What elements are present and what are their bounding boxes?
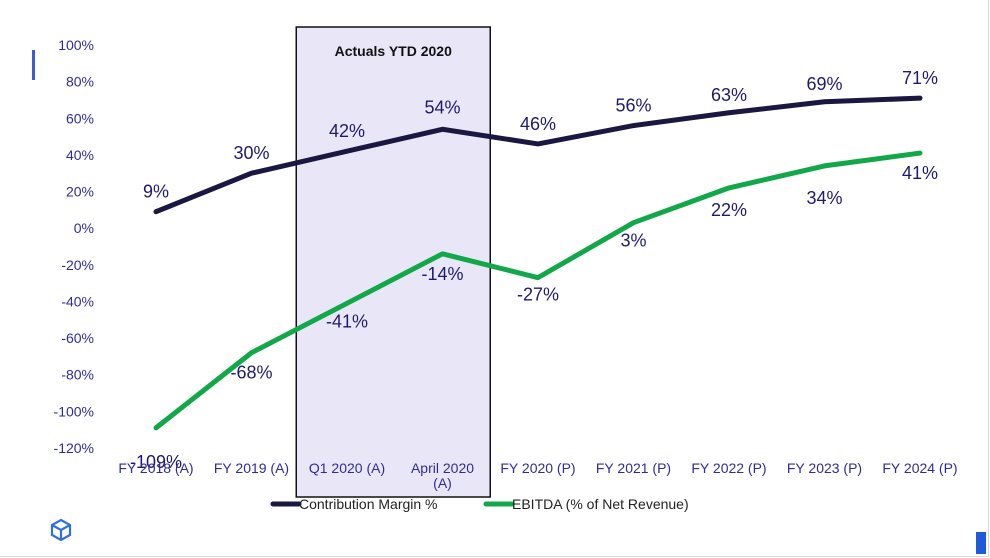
x-tick-label: FY 2024 (P) xyxy=(882,460,957,476)
corner-marker xyxy=(976,532,986,554)
left-accent-bar xyxy=(32,50,35,80)
highlight-title: Actuals YTD 2020 xyxy=(335,43,452,59)
ebitda-data-label: 34% xyxy=(806,188,842,208)
y-tick-label: -20% xyxy=(61,257,94,273)
y-tick-label: 20% xyxy=(66,184,94,200)
cube-logo-icon xyxy=(50,518,72,542)
contribution-margin-data-label: 42% xyxy=(329,121,365,141)
x-tick-label: FY 2023 (P) xyxy=(787,460,862,476)
y-tick-label: 0% xyxy=(74,220,94,236)
contribution-margin-data-label: 46% xyxy=(520,114,556,134)
ebitda-line xyxy=(153,150,923,431)
contribution-margin-data-label: 9% xyxy=(143,182,169,202)
x-tick-label: FY 2019 (A) xyxy=(214,460,289,476)
x-tick-label: FY 2022 (P) xyxy=(691,460,766,476)
contribution-margin-data-label: 56% xyxy=(615,96,651,116)
y-tick-label: -100% xyxy=(54,403,94,419)
highlight-band xyxy=(295,26,491,498)
y-tick-label: 80% xyxy=(66,74,94,90)
ebitda-data-label: -14% xyxy=(421,264,463,284)
ebitda-data-label: -27% xyxy=(517,285,559,305)
x-tick-label: April 2020 (A) xyxy=(411,460,474,491)
ebitda-data-label: 22% xyxy=(711,200,747,220)
x-tick-label: Q1 2020 (A) xyxy=(309,460,385,476)
y-tick-label: -120% xyxy=(54,440,94,456)
contribution-margin-data-label: 30% xyxy=(233,143,269,163)
y-tick-label: -80% xyxy=(61,367,94,383)
y-tick-label: 100% xyxy=(58,37,94,53)
contribution-margin-data-label: 71% xyxy=(902,68,938,88)
ebitda-data-label: -68% xyxy=(230,363,272,383)
y-tick-label: 40% xyxy=(66,147,94,163)
contribution-margin-data-label: 54% xyxy=(424,97,460,117)
y-tick-label: -40% xyxy=(61,293,94,309)
x-tick-label: FY 2020 (P) xyxy=(500,460,575,476)
contribution-margin-data-label: 69% xyxy=(806,74,842,94)
ebitda-data-label: -109% xyxy=(130,452,182,472)
contribution-margin-line xyxy=(153,95,923,215)
legend-label-contribution-margin: Contribution Margin % xyxy=(299,496,438,512)
ebitda-data-label: 3% xyxy=(620,231,646,251)
ebitda-data-label: -41% xyxy=(326,311,368,331)
y-tick-label: 60% xyxy=(66,110,94,126)
y-tick-label: -60% xyxy=(61,330,94,346)
x-tick-label: FY 2021 (P) xyxy=(596,460,671,476)
x-tick-label: FY 2018 (A) xyxy=(118,460,193,476)
ebitda-data-label: 41% xyxy=(902,163,938,183)
contribution-margin-data-label: 63% xyxy=(711,85,747,105)
legend-label-ebitda: EBITDA (% of Net Revenue) xyxy=(512,496,689,512)
